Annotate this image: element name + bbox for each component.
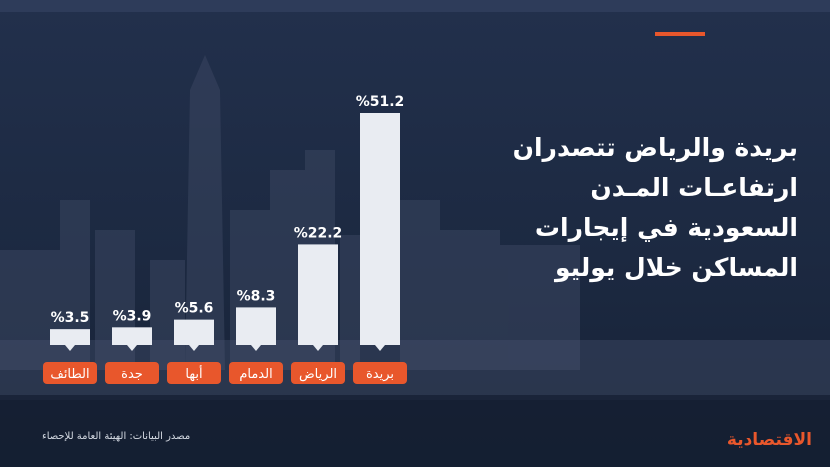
top-strip [0,0,830,12]
bar [174,319,214,345]
bar-pointer [127,345,137,351]
value-label: %5.6 [175,301,214,317]
bar-pointer [65,345,75,351]
headline-line-4: المساكن خلال يوليو [554,253,798,282]
category-pill [291,362,345,384]
value-label: %3.9 [113,308,152,324]
bar [50,329,90,345]
category-pill [105,362,159,384]
headline-line-2: ارتفاعـات المـدن [590,173,798,202]
value-label: %51.2 [356,94,405,110]
category-label: الدمام [239,367,272,382]
category-label: الرياض [299,367,337,382]
category-pill [43,362,97,384]
bar [360,113,400,345]
value-label: %22.2 [294,225,343,241]
headline-line-3: السعودية في إيجارات [534,213,798,242]
bar-pointer [189,345,199,351]
category-label: أبها [185,365,202,382]
value-label: %3.5 [51,310,90,326]
bar-pointer [251,345,261,351]
category-label: الطائف [50,367,89,382]
bar [236,307,276,345]
category-pill [229,362,283,384]
value-label: %8.3 [237,288,276,304]
bar [298,244,338,345]
brand-logo: الاقتصادية [726,430,812,450]
headline: بريدة والرياض تتصدران ارتفاعـات المـدن ا… [498,128,798,288]
bar [112,327,152,345]
category-label: جدة [121,367,143,382]
source-note: مصدر البيانات: الهيئة العامة للإحصاء [42,431,191,442]
category-pill [167,362,221,384]
bar-pointer [313,345,323,351]
category-label: بريدة [366,367,394,382]
accent-line [655,32,705,36]
headline-line-1: بريدة والرياض تتصدران [512,133,798,162]
category-pill [353,362,407,384]
bar-pointer [375,345,385,351]
